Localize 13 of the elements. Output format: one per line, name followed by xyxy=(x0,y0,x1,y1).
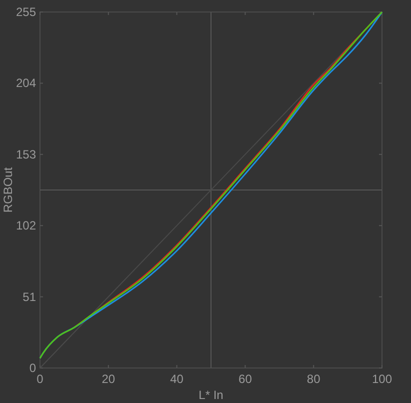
x-tick-label: 100 xyxy=(372,372,392,386)
x-tick-label: 60 xyxy=(238,372,252,386)
y-tick-label: 255 xyxy=(16,5,36,19)
y-tick-label: 51 xyxy=(22,290,36,304)
y-tick-label: 102 xyxy=(16,218,36,233)
y-axis-title: RGBOut xyxy=(1,166,15,213)
x-tick-label: 80 xyxy=(306,372,321,386)
y-tick-label: 0 xyxy=(29,361,36,375)
x-axis-title: L* In xyxy=(198,388,224,402)
y-tick-label: 153 xyxy=(16,147,36,162)
y-tick-label: 204 xyxy=(16,76,36,90)
x-tick-label: 20 xyxy=(102,372,116,386)
x-tick-label: 40 xyxy=(170,372,184,386)
